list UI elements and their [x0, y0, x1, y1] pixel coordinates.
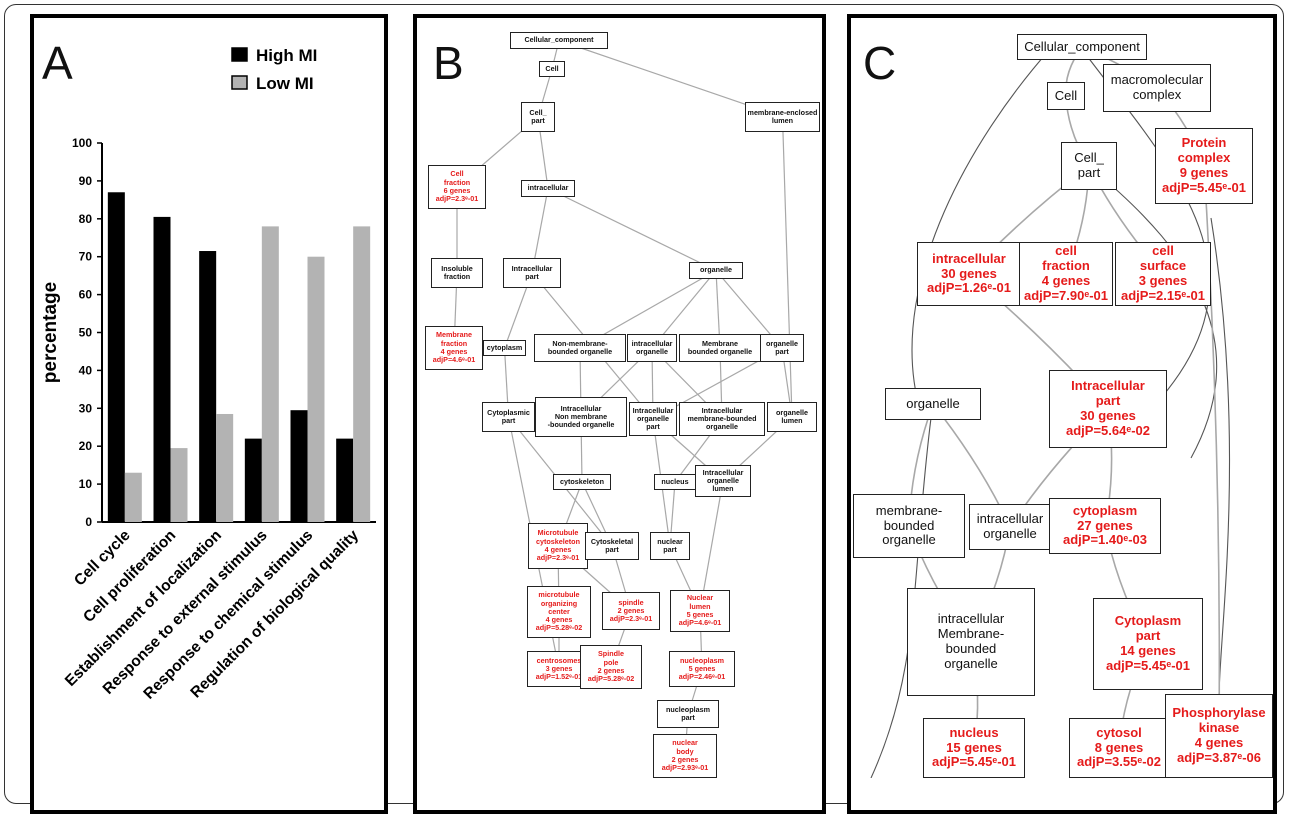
y-tick-label: 80 — [79, 212, 93, 226]
go-node-b-inmbo: Intracellular Non membrane -bounded orga… — [535, 397, 627, 437]
bar-low — [216, 413, 234, 522]
graph-edge — [781, 116, 793, 418]
go-node-b-spindle: spindle 2 genes adjP=2.3ᵉ-01 — [602, 592, 660, 630]
go-node-b-cf: Cell fraction 6 genes adjP=2.3ᵉ-01 — [428, 165, 486, 209]
panel-b: B Cellular_component Cell Cell_ part membra… — [413, 14, 826, 814]
bar-low — [124, 472, 142, 522]
y-tick-label: 70 — [79, 250, 93, 264]
bar-low — [353, 226, 371, 522]
y-tick-label: 60 — [79, 288, 93, 302]
go-node-b-org: organelle — [689, 262, 743, 279]
go-node-c-cellpart: Cell_ part — [1061, 142, 1117, 190]
panel-c-label: C — [863, 37, 897, 89]
go-node-c-nucleus: nucleus 15 genes adjP=5.45ᵉ-01 — [923, 718, 1025, 778]
go-node-b-mbo: Membrane bounded organelle — [679, 334, 761, 362]
y-tick-label: 50 — [79, 326, 93, 340]
legend-label: Low MI — [256, 74, 314, 93]
panel-a: A 0 10 20 30 40 50 60 70 80 90 100 percentage Cell c… — [30, 14, 388, 814]
graph-edge — [1210, 217, 1231, 695]
bar-high — [199, 251, 217, 522]
go-node-b-mf: Membrane fraction 4 genes adjP=4.6ᵉ-01 — [425, 326, 483, 370]
go-node-c-cyto: cytoplasm 27 genes adjP=1.40ᵉ-03 — [1049, 498, 1161, 554]
go-node-c-cs: cell surface 3 genes adjP=2.15ᵉ-01 — [1115, 242, 1211, 306]
legend-swatch — [231, 75, 248, 90]
bar-high — [336, 438, 354, 522]
legend-label: High MI — [256, 46, 317, 65]
y-tick-label: 40 — [79, 363, 93, 377]
go-node-b-intra: intracellular — [521, 180, 575, 197]
go-node-b-nmbo: Non-membrane- bounded organelle — [534, 334, 626, 362]
go-node-c-mc: macromolecular complex — [1103, 64, 1211, 112]
go-node-c-cf: cell fraction 4 genes adjP=7.90ᵉ-01 — [1019, 242, 1113, 306]
go-node-c-cc: Cellular_component — [1017, 34, 1147, 60]
go-node-b-nl: Nuclear lumen 5 genes adjP=4.6ᵉ-01 — [670, 590, 730, 632]
category-label: Response to chemical stimulus — [140, 527, 316, 703]
go-node-b-moc: microtubule organizing center 4 genes ad… — [527, 586, 591, 638]
go-node-b-intrapart: Intracellular part — [503, 258, 561, 288]
go-node-b-io: intracellular organelle — [627, 334, 677, 362]
go-node-b-mel: membrane-enclosed lumen — [745, 102, 820, 132]
go-node-b-nppart: nucleoplasm part — [657, 700, 719, 728]
bar-high — [290, 410, 308, 522]
go-node-b-cskpart: Cytoskeletal part — [585, 532, 639, 560]
go-node-c-cytosol: cytosol 8 genes adjP=3.55ᵉ-02 — [1069, 718, 1169, 778]
go-node-b-sp: Spindle pole 2 genes adjP=5.28ᵉ-02 — [580, 645, 642, 689]
go-node-c-org: organelle — [885, 388, 981, 420]
bar-low — [170, 448, 188, 522]
legend-swatch — [231, 47, 248, 62]
go-node-b-cellpart: Cell_ part — [521, 102, 555, 132]
go-node-b-nb: nuclear body 2 genes adjP=2.93ᵉ-01 — [653, 734, 717, 778]
go-node-b-insol: Insoluble fraction — [431, 258, 483, 288]
go-node-b-cytopart: Cytoplasmic part — [482, 402, 535, 432]
go-node-c-imbo: intracellular Membrane- bounded organell… — [907, 588, 1035, 696]
bar-low — [261, 226, 279, 522]
go-node-b-cytosk: cytoskeleton — [553, 474, 611, 490]
y-tick-label: 30 — [79, 401, 93, 415]
category-label: Response to external stimulus — [100, 527, 271, 698]
go-node-c-intra: intracellular 30 genes adjP=1.26ᵉ-01 — [917, 242, 1021, 306]
go-node-c-pk: Phosphorylase kinase 4 genes adjP=3.87ᵉ-… — [1165, 694, 1273, 778]
go-node-c-pc: Protein complex 9 genes adjP=5.45ᵉ-01 — [1155, 128, 1253, 204]
y-tick-label: 100 — [72, 136, 92, 150]
go-node-b-nucpart: nuclear part — [650, 532, 690, 560]
go-node-c-cp: Cytoplasm part 14 genes adjP=5.45ᵉ-01 — [1093, 598, 1203, 690]
bar-high — [244, 438, 262, 522]
go-node-b-iop: Intracellular organelle part — [629, 402, 677, 436]
go-node-b-imbo: Intracellular membrane-bounded organelle — [679, 402, 765, 436]
bar-high — [107, 192, 125, 522]
y-tick-label: 20 — [79, 439, 93, 453]
panel-c: C Cellular_component Cell macromolecular c… — [847, 14, 1277, 814]
go-node-b-orglumen: organelle lumen — [767, 402, 817, 432]
go-node-b-mtc: Microtubule cytoskeleton 4 genes adjP=2.… — [528, 523, 588, 569]
panel-a-label: A — [42, 37, 73, 89]
go-node-b-orgpart: organelle part — [760, 334, 804, 362]
bar-high — [153, 216, 171, 522]
bar-low — [307, 256, 325, 522]
y-axis-label: percentage — [40, 282, 61, 383]
y-tick-label: 10 — [79, 477, 93, 491]
go-node-b-cell: Cell — [539, 61, 565, 77]
go-node-b-nucleus: nucleus — [654, 474, 696, 490]
graph-edge — [911, 47, 1052, 399]
go-node-c-io: intracellular organelle — [969, 504, 1051, 550]
go-node-c-cell: Cell — [1047, 82, 1085, 110]
go-node-c-mbo: membrane- bounded organelle — [853, 494, 965, 558]
go-node-b-np: nucleoplasm 5 genes adjP=2.46ᵉ-01 — [669, 651, 735, 687]
category-label: Regulation of biological quality — [187, 527, 362, 702]
go-node-b-cc: Cellular_component — [510, 32, 608, 49]
go-node-c-ip: Intracellular part 30 genes adjP=5.64ᵉ-0… — [1049, 370, 1167, 448]
panel-b-label: B — [433, 37, 464, 89]
graph-edge — [547, 187, 717, 272]
go-node-b-iol: Intracellular organelle lumen — [695, 465, 751, 497]
go-node-b-cyto: cytoplasm — [483, 340, 526, 356]
y-tick-label: 90 — [79, 174, 93, 188]
y-tick-label: 0 — [85, 515, 92, 529]
